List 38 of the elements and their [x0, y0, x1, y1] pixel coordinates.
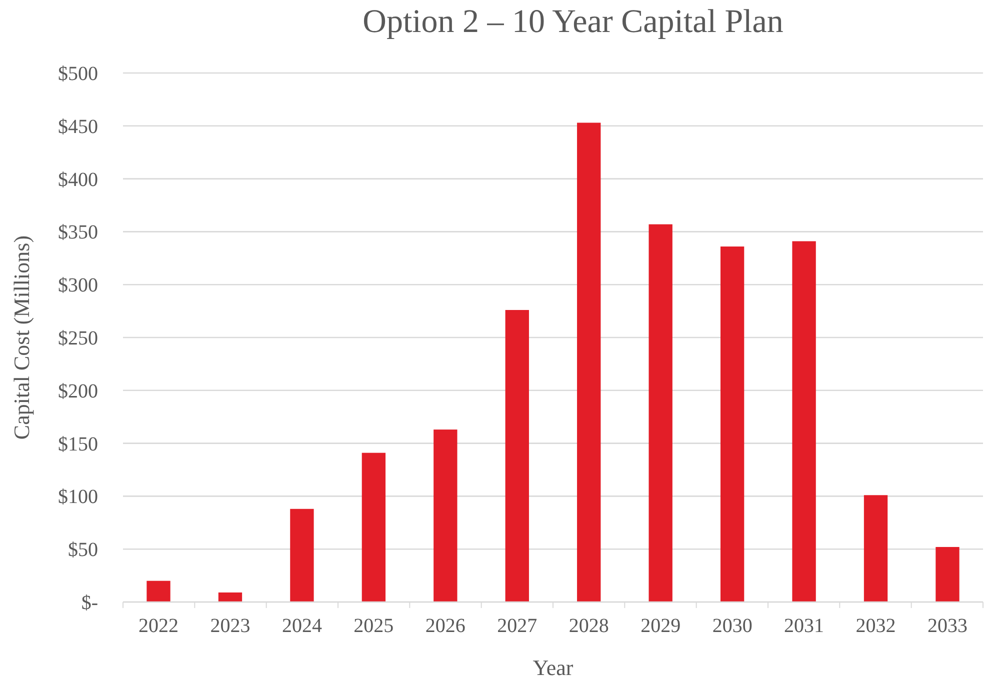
- bar: [218, 592, 242, 602]
- y-tick-label: $100: [58, 486, 98, 508]
- bar: [146, 580, 170, 602]
- y-tick-label: $350: [58, 222, 98, 244]
- x-tick-label: 2024: [282, 615, 322, 637]
- x-tick-label: 2026: [425, 615, 466, 637]
- y-tick-label: $-: [81, 592, 98, 614]
- y-tick-label: $500: [58, 63, 98, 85]
- y-axis-title: Capital Cost (Millions): [9, 235, 34, 440]
- bar: [648, 224, 672, 602]
- bar: [792, 241, 816, 602]
- x-tick-label: 2022: [138, 615, 179, 637]
- x-tick-label: 2033: [927, 615, 968, 637]
- bar: [505, 310, 529, 602]
- x-tick-label: 2029: [640, 615, 681, 637]
- y-tick-label: $250: [58, 328, 98, 350]
- x-tick-label: 2030: [712, 615, 752, 637]
- y-tick-label: $300: [58, 274, 98, 297]
- bar: [720, 246, 744, 602]
- x-tick-label: 2023: [210, 615, 250, 637]
- bar: [290, 508, 314, 602]
- bar: [936, 546, 960, 602]
- bar: [864, 495, 888, 602]
- y-tick-label: $150: [58, 433, 98, 456]
- x-tick-label: 2032: [856, 615, 896, 637]
- x-tick-label: 2031: [784, 615, 824, 637]
- bar: [577, 122, 601, 602]
- y-tick-label: $50: [68, 539, 98, 562]
- x-tick-label: 2027: [497, 615, 538, 637]
- x-tick-label: 2028: [568, 615, 609, 637]
- bar: [434, 430, 458, 602]
- bar: [362, 452, 386, 602]
- x-tick-label: 2025: [354, 615, 394, 637]
- y-tick-label: $450: [58, 116, 98, 138]
- y-tick-label: $200: [58, 380, 98, 402]
- y-tick-label: $400: [58, 168, 98, 191]
- chart-title: Option 2 – 10 Year Capital Plan: [362, 4, 784, 40]
- x-axis-title: Year: [532, 655, 574, 680]
